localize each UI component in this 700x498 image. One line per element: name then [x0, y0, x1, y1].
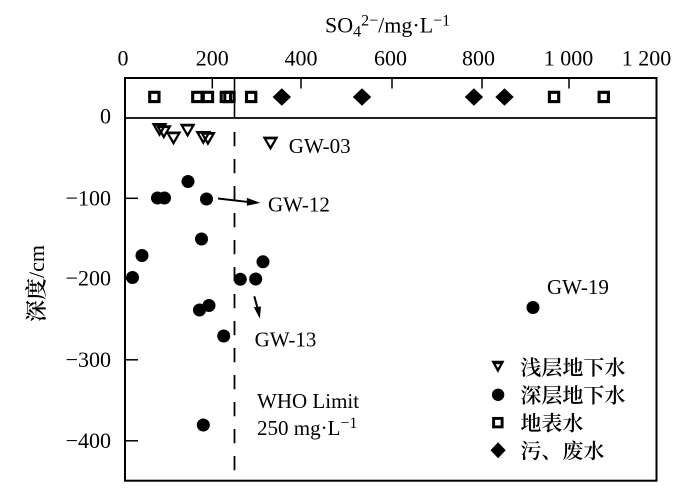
svg-text:GW-19: GW-19 [547, 275, 609, 299]
svg-text:400: 400 [285, 45, 318, 70]
svg-text:−400: −400 [66, 428, 111, 453]
svg-text:800: 800 [462, 45, 495, 70]
svg-text:600: 600 [374, 45, 407, 70]
svg-text:1 000: 1 000 [544, 45, 594, 70]
svg-text:200: 200 [196, 45, 229, 70]
svg-text:GW-12: GW-12 [268, 192, 330, 216]
svg-text:−200: −200 [66, 266, 111, 291]
svg-text:WHO Limit: WHO Limit [257, 389, 359, 413]
svg-text:1 200: 1 200 [622, 45, 672, 70]
svg-text:SO42−/mg·L−1: SO42−/mg·L−1 [325, 12, 450, 40]
svg-text:−300: −300 [66, 347, 111, 372]
svg-text:GW-03: GW-03 [289, 134, 351, 158]
svg-text:GW-13: GW-13 [255, 328, 317, 352]
svg-text:0: 0 [118, 45, 129, 70]
svg-text:/cm: /cm [24, 245, 49, 278]
svg-text:0: 0 [100, 103, 111, 128]
svg-text:−100: −100 [66, 185, 111, 210]
